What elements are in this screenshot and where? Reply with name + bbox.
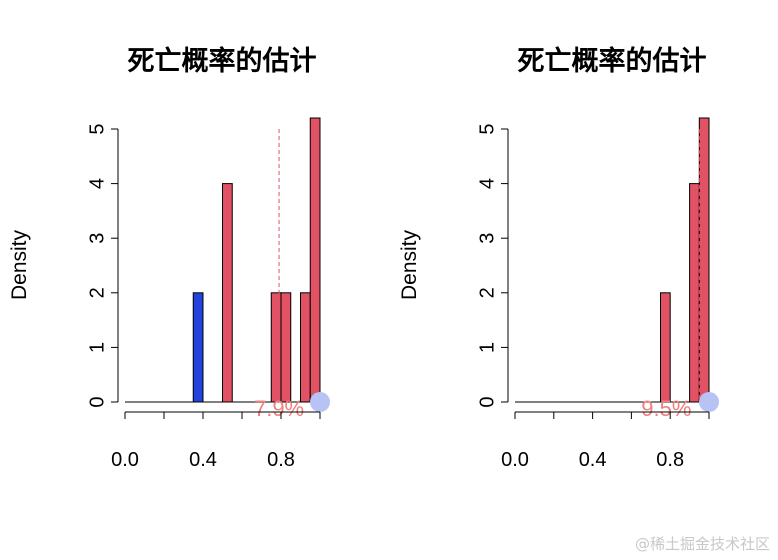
- panel-2-x-tick-label-0: 0.0: [501, 449, 529, 471]
- panel-1-histogram-bar-6: [309, 117, 321, 403]
- watermark-text: @稀土掘金技术社区: [634, 535, 770, 553]
- panel-2-annotation-label: 9.5%: [641, 396, 691, 421]
- panel-2-y-tick-label-1: 1: [476, 342, 498, 353]
- panel-1-y-axis-label: Density: [8, 229, 31, 300]
- panel-2-y-tick-label-0: 0: [476, 396, 498, 407]
- panel-1-histogram-bar-2: [222, 183, 233, 403]
- panel-2-y-axis-label: Density: [398, 229, 421, 300]
- panel-1-y-tick-label-5: 5: [86, 123, 108, 134]
- panel-1-y-tick-label-3: 3: [86, 233, 108, 244]
- panel-2-y-tick-label-5: 5: [476, 123, 498, 134]
- panel-2-histogram-bar-3: [698, 117, 710, 403]
- panel-1-x-tick-label-1: 0.4: [189, 449, 217, 471]
- panel-2-y-tick-label-3: 3: [476, 233, 498, 244]
- panel-1-highlight-point: [310, 392, 330, 412]
- panel-1-y-tick-label-4: 4: [86, 178, 108, 189]
- panel-1-histogram-bar-4: [280, 292, 292, 403]
- panel-1-annotation-label: 7.9%: [254, 396, 304, 421]
- panel-1-histogram-bar-1: [192, 292, 204, 403]
- panel-2-y-tick-label-4: 4: [476, 178, 498, 189]
- panel-1-y-tick-label-2: 2: [86, 287, 108, 298]
- panel-2-title: 死亡概率的估计: [518, 45, 707, 77]
- panel-2-y-tick-label-2: 2: [476, 287, 498, 298]
- panel-1-y-tick-label-0: 0: [86, 396, 108, 407]
- panel-2-x-tick-label-1: 0.4: [579, 449, 607, 471]
- panel-1-title: 死亡概率的估计: [128, 45, 317, 77]
- panel-2-histogram-bar-2: [689, 183, 700, 403]
- panel-1-x-tick-label-2: 0.8: [267, 449, 295, 471]
- panel-1-x-tick-label-0: 0.0: [111, 449, 139, 471]
- panel-2-x-tick-label-2: 0.8: [656, 449, 684, 471]
- panel-2-histogram-bar-1: [660, 292, 671, 403]
- panel-2-highlight-point: [699, 392, 719, 412]
- panel-1-histogram-bar-5: [300, 292, 311, 403]
- panel-1-y-tick-label-1: 1: [86, 342, 108, 353]
